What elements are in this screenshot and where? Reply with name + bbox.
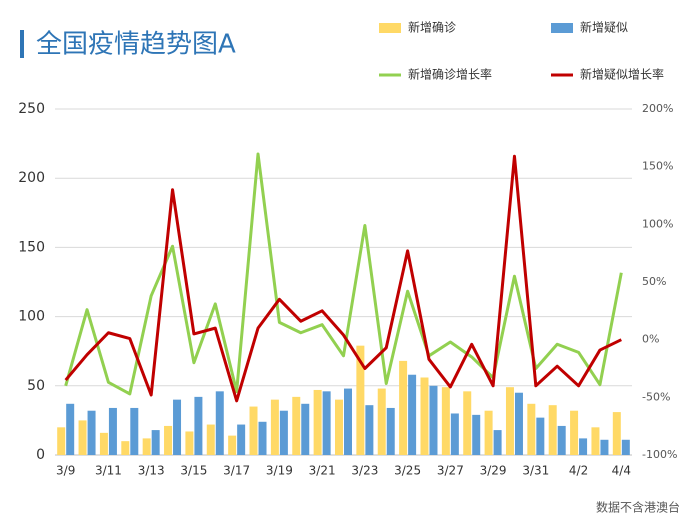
bar bbox=[215, 391, 224, 455]
title-marker bbox=[20, 30, 24, 58]
bar bbox=[621, 439, 630, 455]
y-tick-label: 100 bbox=[18, 309, 45, 325]
bar bbox=[99, 432, 108, 455]
chart-title: 全国疫情趋势图A bbox=[36, 30, 236, 60]
y2-tick-label: -100% bbox=[642, 448, 677, 461]
bar bbox=[292, 396, 301, 455]
bar bbox=[121, 441, 130, 455]
bar bbox=[514, 392, 523, 455]
bar bbox=[301, 403, 310, 455]
bar bbox=[313, 389, 322, 455]
x-tick-label: 4/2 bbox=[569, 464, 588, 478]
y-tick-label: 250 bbox=[18, 101, 45, 117]
y2-tick-label: 0% bbox=[642, 333, 659, 346]
bar bbox=[335, 399, 343, 455]
x-tick-label: 3/11 bbox=[95, 464, 122, 478]
bar bbox=[237, 424, 246, 455]
bar bbox=[194, 396, 203, 455]
x-tick-label: 3/27 bbox=[437, 464, 464, 478]
bar bbox=[450, 413, 459, 455]
bar bbox=[557, 425, 566, 455]
line-series bbox=[64, 152, 623, 396]
bar bbox=[228, 435, 237, 455]
bar bbox=[356, 345, 365, 455]
bar bbox=[600, 439, 609, 455]
y-tick-label: 0 bbox=[36, 447, 45, 463]
bar bbox=[344, 388, 352, 455]
bar bbox=[493, 430, 502, 455]
x-tick-label: 3/31 bbox=[522, 464, 549, 478]
bar bbox=[142, 438, 151, 455]
x-tick-label: 3/25 bbox=[394, 464, 421, 478]
bar bbox=[527, 403, 536, 455]
y-tick-label: 200 bbox=[18, 170, 45, 186]
bar bbox=[536, 417, 545, 455]
legend-label: 新增疑似增长率 bbox=[580, 67, 664, 82]
bar bbox=[408, 374, 417, 455]
bar bbox=[57, 427, 66, 455]
bar bbox=[591, 427, 600, 455]
bar bbox=[548, 405, 557, 455]
bar bbox=[505, 387, 514, 455]
line-series bbox=[64, 154, 622, 403]
legend-label: 新增确诊 bbox=[408, 20, 456, 35]
y2-tick-label: 150% bbox=[642, 160, 673, 173]
y2-tick-label: 50% bbox=[642, 275, 666, 288]
bar bbox=[173, 399, 182, 455]
bar bbox=[151, 430, 160, 455]
bar bbox=[612, 412, 621, 455]
y2-tick-label: 200% bbox=[642, 102, 673, 115]
legend-label: 新增确诊增长率 bbox=[408, 67, 492, 82]
legend-label: 新增疑似 bbox=[580, 20, 628, 35]
bar bbox=[570, 410, 579, 455]
x-tick-label: 3/29 bbox=[480, 464, 507, 478]
x-tick-label: 3/19 bbox=[266, 464, 293, 478]
x-tick-label: 3/23 bbox=[351, 464, 378, 478]
legend-swatch bbox=[551, 23, 573, 33]
bar bbox=[484, 410, 493, 455]
bar bbox=[108, 407, 117, 455]
bar bbox=[420, 377, 429, 455]
y2-tick-label: -50% bbox=[642, 390, 670, 403]
bar bbox=[87, 410, 96, 455]
bar bbox=[258, 421, 267, 455]
bar bbox=[270, 399, 279, 455]
bar bbox=[441, 387, 450, 455]
bar bbox=[78, 420, 87, 455]
x-tick-label: 4/4 bbox=[612, 464, 631, 478]
x-tick-label: 3/13 bbox=[138, 464, 165, 478]
bar bbox=[164, 425, 173, 455]
y-tick-label: 50 bbox=[27, 378, 45, 394]
bar bbox=[66, 403, 75, 455]
legend-swatch bbox=[379, 23, 401, 33]
bar bbox=[386, 407, 395, 455]
bar bbox=[463, 391, 472, 455]
x-tick-label: 3/9 bbox=[56, 464, 75, 478]
bar bbox=[206, 424, 215, 455]
y2-tick-label: 100% bbox=[642, 217, 673, 230]
x-tick-label: 3/21 bbox=[309, 464, 336, 478]
note: 数据不含港澳台 bbox=[596, 500, 680, 515]
bar bbox=[322, 391, 331, 455]
x-tick-label: 3/15 bbox=[180, 464, 207, 478]
bar bbox=[249, 406, 258, 455]
bar bbox=[130, 407, 139, 455]
bar bbox=[365, 405, 374, 455]
x-tick-label: 3/17 bbox=[223, 464, 250, 478]
y-tick-label: 150 bbox=[18, 239, 45, 255]
bar bbox=[579, 438, 588, 455]
bar bbox=[429, 385, 438, 455]
bar bbox=[377, 388, 386, 455]
bar bbox=[279, 410, 288, 455]
bar bbox=[399, 360, 408, 455]
bar bbox=[185, 431, 194, 455]
bar bbox=[472, 414, 481, 455]
